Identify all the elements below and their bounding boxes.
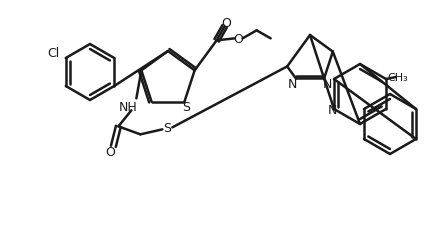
Text: O: O xyxy=(222,17,231,30)
Text: N: N xyxy=(322,78,332,91)
Text: Cl: Cl xyxy=(47,46,59,59)
Text: S: S xyxy=(163,121,171,134)
Text: S: S xyxy=(182,101,190,114)
Text: O: O xyxy=(234,33,244,46)
Text: N: N xyxy=(288,78,297,91)
Text: N: N xyxy=(327,103,337,116)
Text: O: O xyxy=(105,145,116,158)
Text: CH₃: CH₃ xyxy=(388,73,409,83)
Text: NH: NH xyxy=(119,100,138,113)
